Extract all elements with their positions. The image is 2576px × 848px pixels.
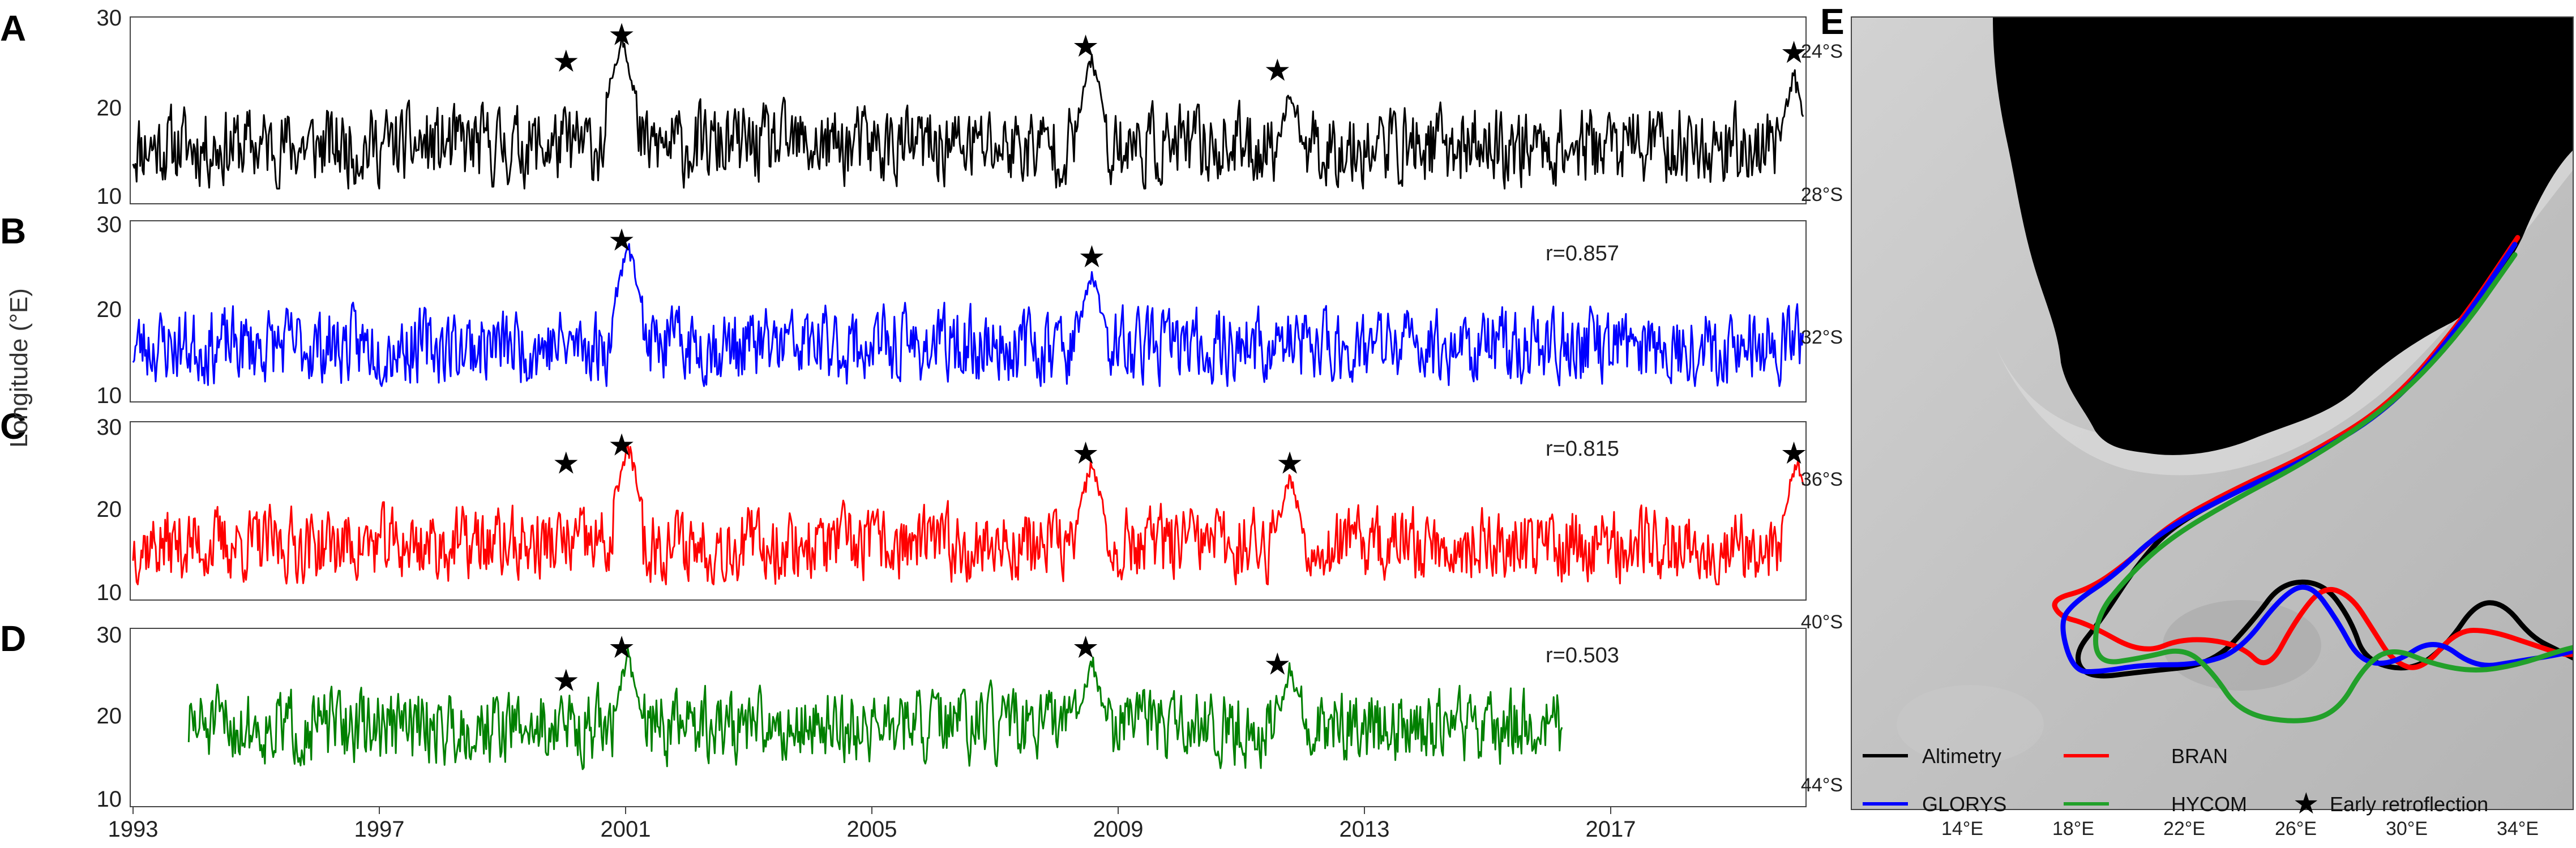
panel-d-ytick-10: 10 (97, 787, 122, 812)
map-lat-36s: 36°S (1801, 469, 1843, 490)
panel-b-ytick-20: 20 (97, 297, 122, 322)
series-line-altimetry (132, 28, 1804, 190)
map-lat-24s: 24°S (1801, 41, 1843, 62)
early-retroflection-star-icon: ★ (1078, 239, 1105, 275)
panel-b-r-value: r=0.857 (1546, 242, 1619, 265)
map-basin (1897, 685, 2044, 764)
legend-label-early-retroflection: Early retroflection (2330, 793, 2488, 816)
map-lon-18e: 18°E (2052, 818, 2094, 840)
map-lat-28s: 28°S (1801, 184, 1843, 205)
x-tick-2005: 2005 (847, 817, 897, 842)
x-tick-2009: 2009 (1093, 817, 1144, 842)
series-hycom: ★ ★ ★ ★ (187, 629, 1563, 770)
panel-c-r-value: r=0.815 (1546, 437, 1619, 461)
panel-c-ytick-10: 10 (97, 580, 122, 605)
early-retroflection-star-icon: ★ (1072, 435, 1099, 471)
panel-b: 30 20 10 ★ ★ r=0.857 (97, 212, 1807, 408)
early-retroflection-star-icon: ★ (553, 446, 580, 481)
series-line-glorys (132, 243, 1804, 387)
early-retroflection-star-icon: ★ (1780, 435, 1807, 471)
early-retroflection-star-icon: ★ (1264, 52, 1291, 88)
panel-b-frame (130, 220, 1807, 402)
map-lon-22e: 22°E (2163, 818, 2205, 840)
map-lon-34e: 34°E (2497, 818, 2539, 840)
early-retroflection-star-icon: ★ (553, 663, 580, 699)
map-lon-14e: 14°E (1941, 818, 1983, 840)
y-axis-label: Longitude (°E) (5, 288, 33, 448)
early-retroflection-star-icon: ★ (1780, 35, 1807, 70)
x-tick-1997: 1997 (354, 817, 405, 842)
panel-e-map: 24°S 28°S 32°S 36°S 40°S 44°S 14°E 18°E … (1801, 16, 2574, 840)
legend-label-glorys: GLORYS (1922, 793, 2006, 816)
map-series (2052, 235, 2573, 723)
legend-star-icon: ★ (2293, 787, 2320, 821)
series-line-bran (132, 443, 1804, 585)
panel-c-ytick-30: 30 (97, 415, 122, 440)
early-retroflection-star-icon: ★ (608, 629, 635, 665)
early-retroflection-star-icon: ★ (1264, 646, 1291, 682)
panel-c-ytick-20: 20 (97, 497, 122, 522)
panel-a-ytick-10: 10 (97, 184, 122, 209)
series-altimetry: ★ ★ ★ ★ ★ (132, 17, 1808, 190)
panel-a-ytick-20: 20 (97, 96, 122, 121)
x-tick-2001: 2001 (601, 817, 651, 842)
panel-letter-a: A (0, 8, 26, 49)
map-frame (1851, 16, 2574, 810)
early-retroflection-star-icon: ★ (1072, 28, 1099, 64)
panel-c-frame (130, 421, 1807, 601)
map-lon-30e: 30°E (2386, 818, 2428, 840)
x-tick-2017: 2017 (1586, 817, 1636, 842)
map-lat-32s: 32°S (1801, 327, 1843, 348)
legend-label-hycom: HYCOM (2171, 793, 2247, 816)
map-lat-40s: 40°S (1801, 611, 1843, 633)
panel-d-ytick-20: 20 (97, 704, 122, 729)
early-retroflection-star-icon: ★ (608, 222, 635, 258)
panel-a: 30 20 10 ★ ★ ★ ★ ★ (97, 6, 1808, 209)
early-retroflection-star-icon: ★ (608, 17, 635, 53)
x-tick-2013: 2013 (1340, 817, 1390, 842)
panel-d: 30 20 10 ★ ★ ★ ★ r=0.503 (97, 623, 1807, 812)
panel-d-r-value: r=0.503 (1546, 644, 1619, 667)
panel-b-ytick-30: 30 (97, 212, 122, 237)
x-tick-1993: 1993 (108, 817, 159, 842)
series-line-hycom (187, 647, 1563, 770)
early-retroflection-star-icon: ★ (1072, 629, 1099, 665)
early-retroflection-star-icon: ★ (608, 427, 635, 462)
panel-c: 30 20 10 ★ ★ ★ ★ ★ r=0.815 (97, 415, 1808, 605)
panel-d-ytick-30: 30 (97, 623, 122, 648)
early-retroflection-star-icon: ★ (553, 44, 580, 79)
map-lat-44s: 44°S (1801, 774, 1843, 796)
early-retroflection-star-icon: ★ (1276, 446, 1303, 481)
panel-b-ytick-10: 10 (97, 383, 122, 408)
map-path-hycom (2093, 252, 2573, 723)
map-lon-26e: 26°E (2275, 818, 2317, 840)
panel-a-frame (130, 16, 1807, 204)
legend-label-altimetry: Altimetry (1922, 744, 2001, 768)
map-legend: Altimetry BRAN GLORYS HYCOM ★ Early retr… (1863, 744, 2488, 821)
legend-label-bran: BRAN (2171, 744, 2228, 768)
series-bran: ★ ★ ★ ★ ★ (132, 427, 1808, 585)
panel-letter-e: E (1820, 1, 1845, 42)
map-land-africa (1993, 17, 2573, 455)
panel-letter-c: C (0, 406, 26, 447)
x-axis: 1993 1997 2001 2005 2009 2013 2017 (108, 807, 1636, 842)
map-path-bran (2052, 235, 2573, 670)
panel-letter-d: D (0, 618, 26, 659)
panel-letter-b: B (0, 211, 26, 251)
panel-a-ytick-30: 30 (97, 6, 122, 31)
panel-d-frame (130, 628, 1807, 807)
series-glorys: ★ ★ (132, 222, 1804, 387)
